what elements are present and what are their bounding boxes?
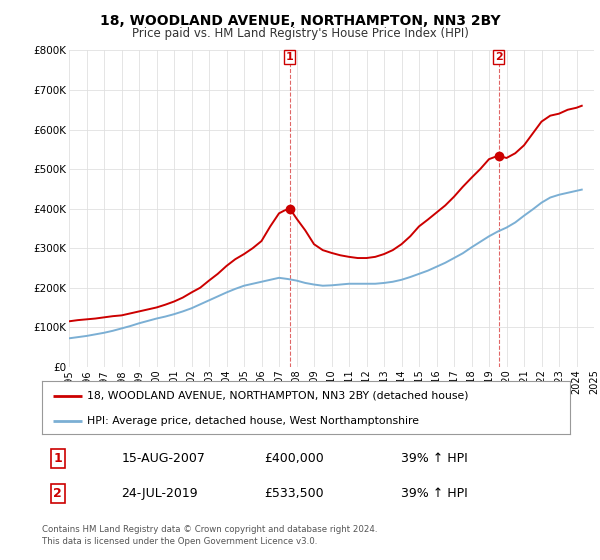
Text: 39% ↑ HPI: 39% ↑ HPI (401, 487, 468, 500)
Text: 39% ↑ HPI: 39% ↑ HPI (401, 452, 468, 465)
Text: Price paid vs. HM Land Registry's House Price Index (HPI): Price paid vs. HM Land Registry's House … (131, 27, 469, 40)
Text: 18, WOODLAND AVENUE, NORTHAMPTON, NN3 2BY (detached house): 18, WOODLAND AVENUE, NORTHAMPTON, NN3 2B… (87, 391, 469, 401)
Text: 2: 2 (53, 487, 62, 500)
Text: 18, WOODLAND AVENUE, NORTHAMPTON, NN3 2BY: 18, WOODLAND AVENUE, NORTHAMPTON, NN3 2B… (100, 14, 500, 28)
Text: 1: 1 (53, 452, 62, 465)
Text: £533,500: £533,500 (264, 487, 323, 500)
Text: £400,000: £400,000 (264, 452, 323, 465)
Text: 24-JUL-2019: 24-JUL-2019 (121, 487, 198, 500)
Text: HPI: Average price, detached house, West Northamptonshire: HPI: Average price, detached house, West… (87, 416, 419, 426)
Text: 15-AUG-2007: 15-AUG-2007 (121, 452, 205, 465)
Text: 2: 2 (495, 52, 503, 62)
Text: 1: 1 (286, 52, 294, 62)
Text: Contains HM Land Registry data © Crown copyright and database right 2024.
This d: Contains HM Land Registry data © Crown c… (42, 525, 377, 546)
